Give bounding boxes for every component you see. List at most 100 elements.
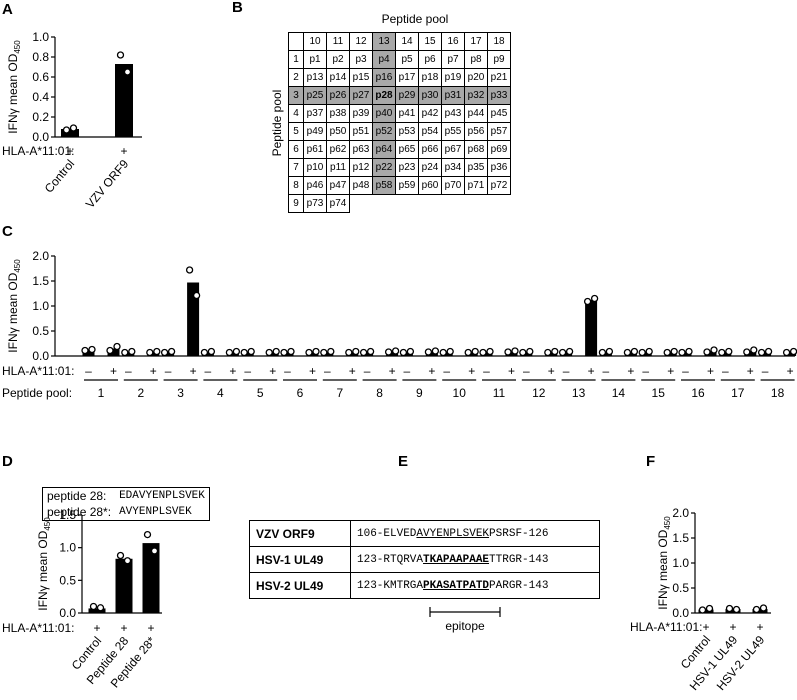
row-header: 5 — [288, 122, 304, 141]
replicate-dot — [424, 348, 433, 356]
hla-sign: – — [722, 364, 729, 378]
pool-cell: p5 — [395, 50, 419, 69]
pool-cell: p59 — [395, 176, 419, 195]
bar — [61, 129, 79, 137]
replicate-dot — [511, 347, 519, 355]
y-axis-label-main: IFNγ mean OD — [6, 272, 20, 352]
y-axis-label-main: IFNγ mean OD — [36, 530, 50, 610]
replicate-dot — [153, 347, 161, 356]
pool-cell: p16 — [372, 68, 396, 87]
bar — [147, 352, 160, 356]
replicate-dot — [305, 348, 313, 357]
pool-row: 7 p10 p11 p12 p22 p23 p24 p34 p35 p36 — [288, 158, 511, 177]
pool-cell: p8 — [464, 50, 488, 69]
alignment-table: VZV ORF9 106-ELVEDAVYENPLSVEKPSRSF-126 HSV… — [249, 520, 600, 599]
replicate-dot — [312, 347, 320, 356]
bar — [115, 558, 133, 613]
sequence-before: 123-RTQRVA — [357, 553, 424, 566]
bar — [505, 351, 518, 356]
bar — [425, 351, 438, 356]
epitope: PKASATPATD — [423, 579, 490, 592]
pool-cell: p64 — [372, 140, 396, 159]
replicate-dot — [150, 547, 159, 555]
bar — [545, 352, 558, 356]
y-tick-label: 0.2 — [32, 110, 49, 124]
group-label: 11 — [493, 386, 506, 400]
sequence-after: TTRGR-143 — [489, 553, 549, 566]
pool-row: 5 p49 p50 p51 p52 p53 p54 p55 p56 p57 — [288, 122, 511, 141]
pool-table: 10 11 12 13 14 15 16 17 18 1 p1 p2 p3 p4 p5 p6 p7 p8 p9 2 p1… — [288, 32, 511, 213]
y-axis-label: IFNγ mean OD450 — [6, 259, 22, 353]
pool-row: 4 p37 p38 p39 p40 p41 p42 p43 p44 p45 — [288, 104, 511, 123]
column-header: 18 — [487, 32, 511, 51]
hla-sign: + — [627, 364, 634, 378]
pool-cell: p68 — [464, 140, 488, 159]
column-header: 17 — [464, 32, 488, 51]
hla-sign: – — [364, 364, 371, 378]
group-label: 12 — [532, 386, 546, 400]
pool-cell: p52 — [372, 122, 396, 141]
replicate-dot — [240, 348, 248, 357]
bar — [400, 352, 413, 356]
pool-cell: p17 — [395, 68, 419, 87]
bar — [759, 352, 772, 356]
replicate-dot — [272, 347, 280, 356]
pool-cell: p13 — [303, 68, 327, 87]
replicate-dot — [143, 530, 152, 539]
panel-label: C — [2, 223, 13, 240]
peptide-box: peptide 28: EDAVYENPLSVEK peptide 28*: AVYE… — [42, 487, 210, 521]
empty-cell — [350, 195, 373, 213]
pool-cell: p69 — [487, 140, 511, 159]
pool-cell: p47 — [326, 176, 350, 195]
hla-sign: + — [588, 364, 595, 378]
pool-cell: p3 — [349, 50, 373, 69]
row-header: 4 — [288, 104, 304, 123]
sequence-before: 123-KMTRGA — [357, 579, 424, 592]
replicate-dot — [718, 348, 726, 357]
pool-cell: p2 — [326, 50, 350, 69]
table-title: Peptide pool — [382, 12, 449, 26]
pool-cell: p40 — [372, 104, 396, 123]
replicate-dot — [565, 347, 574, 356]
replicate-dot — [752, 605, 761, 614]
bar — [725, 609, 741, 613]
replicate-dot — [678, 348, 686, 357]
replicate-dot — [710, 346, 718, 354]
replicate-dot — [789, 347, 797, 356]
pool-cell: p74 — [326, 194, 350, 213]
bar — [281, 352, 294, 356]
pool-cell: p36 — [487, 158, 511, 177]
bar — [115, 64, 133, 137]
replicate-dot — [558, 348, 567, 357]
replicate-dot — [479, 348, 487, 357]
bar — [704, 351, 717, 356]
epitope: AVYENPLSVEK — [416, 527, 490, 540]
group-label: 2 — [137, 386, 144, 400]
pool-cell: p51 — [349, 122, 373, 141]
group-label: 9 — [416, 386, 423, 400]
bar — [241, 352, 254, 356]
replicate-dot — [431, 347, 440, 355]
hla-sign: + — [349, 364, 356, 378]
pool-cell: p73 — [303, 194, 327, 213]
replicate-dot — [121, 348, 129, 357]
hla-sign: + — [120, 621, 127, 635]
pool-cell: p21 — [487, 68, 511, 87]
group-label: 4 — [217, 386, 224, 400]
bar — [187, 282, 200, 356]
hla-sign: + — [747, 364, 754, 378]
peptide-sequence: EDAVYENPLSVEK — [119, 490, 205, 502]
replicate-dot — [399, 348, 408, 357]
y-tick-label: 0.0 — [32, 130, 49, 144]
replicate-dot — [464, 348, 472, 357]
hla-sign: + — [269, 364, 276, 378]
bar — [465, 352, 478, 356]
hla-sign: + — [93, 621, 100, 635]
replicate-dot — [598, 348, 607, 357]
replicate-dot — [128, 347, 136, 356]
replicate-dot — [764, 347, 773, 356]
group-label: 8 — [376, 386, 383, 400]
replicate-dot — [519, 348, 527, 357]
hla-sign: – — [603, 364, 610, 378]
